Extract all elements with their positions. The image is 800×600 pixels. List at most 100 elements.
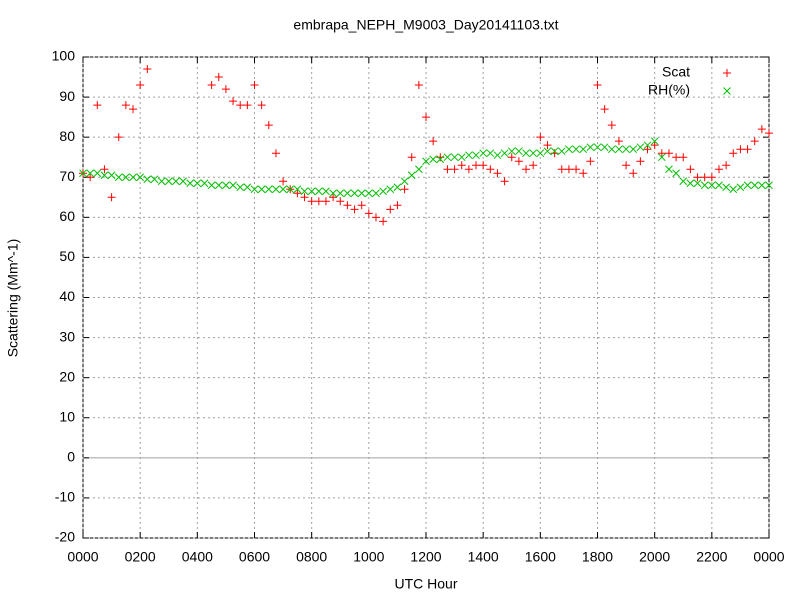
point [307, 187, 316, 196]
point [293, 185, 302, 194]
point [607, 145, 616, 154]
point [243, 183, 252, 192]
point [472, 151, 480, 160]
x-tick-label: 1800 [582, 549, 613, 565]
point [393, 201, 402, 210]
x-tick-label: 0600 [239, 549, 270, 565]
point [572, 165, 581, 174]
point [529, 149, 538, 158]
point [522, 165, 531, 174]
point [722, 183, 730, 192]
point [143, 65, 152, 74]
point [300, 187, 309, 196]
point [636, 143, 645, 152]
point [250, 81, 259, 90]
point [736, 183, 745, 192]
point [136, 173, 145, 182]
point [457, 161, 466, 170]
point [172, 177, 180, 186]
point [700, 173, 709, 182]
point [286, 185, 295, 194]
point [429, 137, 438, 146]
point [157, 177, 166, 186]
point [472, 161, 481, 170]
point [693, 179, 702, 188]
point [114, 133, 123, 142]
point [229, 97, 238, 106]
point [93, 101, 102, 110]
point [579, 145, 588, 154]
point [536, 149, 545, 158]
y-tick-label: 100 [52, 48, 76, 64]
point [543, 147, 552, 156]
point [529, 161, 538, 170]
point [557, 147, 566, 156]
y-tick-label: 30 [59, 328, 75, 344]
point [672, 153, 681, 162]
point [679, 153, 688, 162]
point [622, 145, 630, 154]
point [429, 155, 437, 164]
point [207, 81, 216, 90]
point [422, 157, 430, 166]
point [107, 193, 116, 202]
point [757, 125, 766, 134]
point [507, 147, 516, 156]
point [364, 189, 373, 198]
point [350, 189, 359, 198]
point [614, 137, 623, 146]
point [300, 193, 309, 202]
point [214, 181, 223, 190]
legend-marker [723, 87, 731, 95]
x-axis-label: UTC Hour [394, 576, 457, 592]
point [743, 145, 752, 154]
point [543, 141, 552, 150]
point [193, 179, 202, 188]
point [672, 169, 680, 178]
point [586, 143, 595, 152]
point [550, 149, 559, 158]
point [750, 181, 759, 190]
point [407, 171, 416, 180]
point [264, 185, 273, 194]
point [79, 169, 87, 178]
point [564, 165, 573, 174]
point [643, 141, 652, 150]
point [357, 201, 366, 210]
point [86, 173, 95, 182]
point [522, 149, 530, 158]
point [129, 105, 138, 114]
point [486, 165, 495, 174]
point [572, 145, 580, 154]
point [293, 189, 302, 198]
y-tick-label: 0 [67, 449, 75, 465]
point [379, 187, 387, 196]
point [450, 165, 459, 174]
point [557, 165, 566, 174]
point [765, 181, 773, 190]
point [636, 157, 645, 166]
point [457, 153, 466, 162]
point [264, 121, 273, 130]
point [622, 161, 631, 170]
point [372, 189, 380, 198]
point [714, 165, 723, 174]
point [357, 189, 366, 198]
point [279, 185, 287, 194]
point [493, 151, 502, 160]
point [700, 181, 709, 190]
point [593, 81, 602, 90]
point [129, 173, 137, 182]
legend-label: Scat [662, 64, 690, 80]
point [343, 189, 352, 198]
point [386, 185, 395, 194]
point [693, 173, 702, 182]
point [343, 201, 352, 210]
point [122, 173, 130, 182]
point [400, 177, 409, 186]
point [586, 157, 595, 166]
point [329, 189, 337, 198]
point [114, 173, 123, 182]
point [121, 101, 130, 110]
y-axis-label: Scattering (Mm^-1) [5, 239, 21, 358]
